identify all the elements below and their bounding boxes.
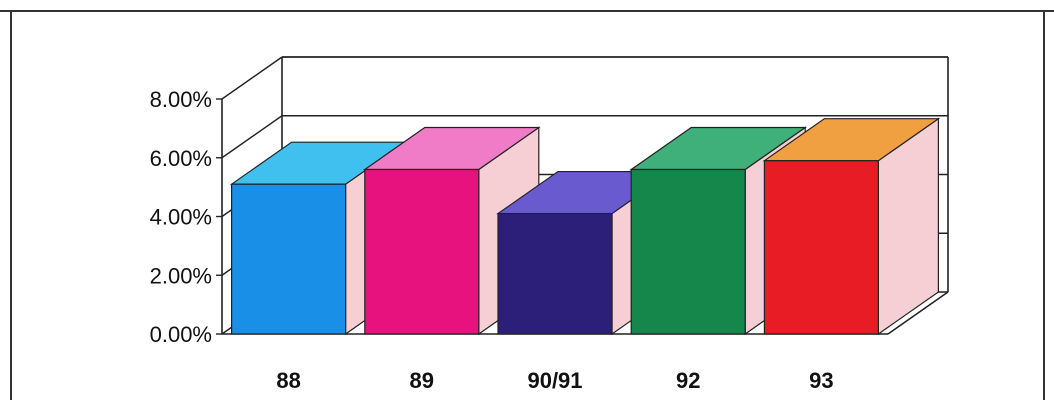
y-tick-label: 2.00% bbox=[150, 263, 212, 288]
bars bbox=[229, 117, 941, 336]
x-tick-label: 93 bbox=[809, 368, 833, 393]
bar bbox=[762, 117, 941, 336]
y-tick-label: 6.00% bbox=[150, 146, 212, 171]
y-tick-label: 8.00% bbox=[150, 87, 212, 112]
bar-front bbox=[630, 168, 746, 335]
x-tick-label: 92 bbox=[676, 368, 700, 393]
gridline-diagonal bbox=[221, 115, 283, 159]
x-tick-label: 88 bbox=[276, 368, 300, 393]
x-tick-label: 89 bbox=[410, 368, 434, 393]
bar-front bbox=[763, 160, 880, 335]
y-tick-label: 0.00% bbox=[150, 322, 212, 347]
bar bbox=[496, 170, 674, 336]
bar-front bbox=[364, 168, 480, 335]
x-axis: 88 89 90/91 92 93 bbox=[276, 368, 833, 393]
bar-front bbox=[231, 183, 347, 335]
bar-front bbox=[497, 212, 613, 335]
y-tick-label: 4.00% bbox=[150, 205, 212, 230]
x-tick-label: 90/91 bbox=[527, 368, 582, 393]
gridline-diagonal bbox=[221, 56, 283, 100]
floor-right-edge bbox=[887, 291, 949, 335]
